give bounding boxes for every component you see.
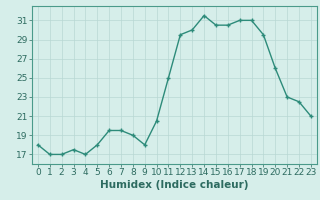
X-axis label: Humidex (Indice chaleur): Humidex (Indice chaleur) [100, 180, 249, 190]
